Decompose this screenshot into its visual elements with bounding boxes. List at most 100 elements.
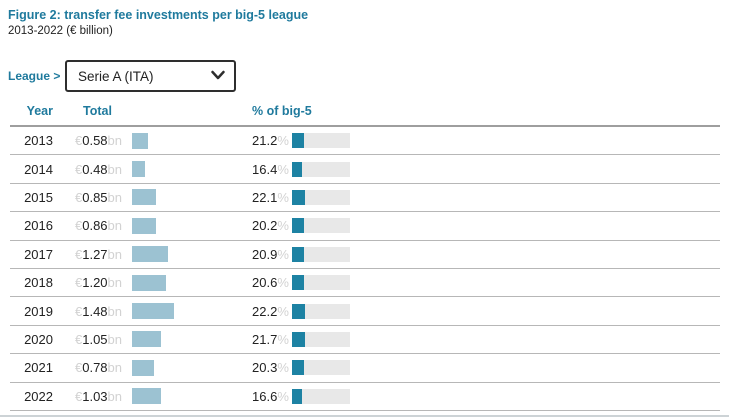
pct-value-cell: 22.2% — [252, 303, 289, 319]
total-value-number: 0.48 — [82, 161, 108, 177]
column-header-pct-of-big5: % of big-5 — [252, 104, 312, 118]
total-value-cell: €0.86bn — [75, 218, 122, 234]
total-value-number: 0.78 — [82, 360, 108, 376]
league-label: League > — [8, 69, 61, 83]
pct-bar-fill — [292, 189, 305, 205]
total-bar — [131, 274, 166, 291]
pct-value-cell: 20.3% — [252, 360, 289, 375]
table-row: 2015 €0.85bn 22.1% — [10, 184, 720, 213]
total-bar-cell — [131, 274, 253, 291]
total-value-cell: €0.78bn — [75, 360, 122, 376]
currency-symbol: € — [75, 218, 83, 234]
pct-value-cell: 16.6% — [252, 389, 289, 404]
total-bar — [131, 303, 174, 320]
total-value-number: 0.85 — [82, 189, 108, 205]
pct-bar-track — [292, 388, 350, 404]
total-value-cell: €1.27bn — [75, 246, 122, 262]
page-divider — [0, 414, 729, 417]
total-value-cell: €1.03bn — [75, 388, 122, 404]
data-table: Year Total % of big-5 2013 €0.58bn 21.2%… — [10, 97, 720, 411]
league-select[interactable]: Serie A (ITA) — [65, 60, 236, 92]
pct-bar-track — [292, 133, 350, 149]
pct-value-number: 20.2 — [252, 218, 278, 234]
table-row: 2020 €1.05bn 21.7% — [10, 326, 720, 355]
column-header-total: Total — [83, 104, 112, 118]
total-bar — [131, 161, 146, 178]
total-value-number: 1.48 — [82, 303, 108, 319]
pct-value-cell: 22.1% — [252, 189, 289, 205]
currency-symbol: € — [75, 360, 83, 376]
unit-suffix: bn — [107, 133, 123, 149]
pct-bar-fill — [292, 161, 302, 177]
currency-symbol: € — [75, 246, 83, 262]
pct-value-cell: 20.2% — [252, 218, 289, 234]
pct-bar-fill — [292, 133, 305, 149]
pct-suffix: % — [277, 246, 289, 262]
pct-bar-fill — [292, 275, 304, 291]
total-bar — [131, 217, 156, 234]
total-value-cell: €0.48bn — [75, 161, 122, 177]
total-value-cell: €0.85bn — [75, 189, 122, 205]
pct-value-number: 22.1 — [252, 189, 278, 205]
column-header-year: Year — [26, 104, 53, 118]
total-bar — [131, 132, 148, 149]
total-value-number: 0.58 — [82, 133, 108, 149]
pct-suffix: % — [277, 218, 289, 234]
year-cell: 2021 — [24, 360, 53, 376]
total-value-number: 1.27 — [82, 246, 108, 262]
pct-suffix: % — [277, 275, 289, 291]
pct-bar-fill — [292, 303, 305, 319]
total-bar-cell — [131, 246, 253, 263]
unit-suffix: bn — [107, 303, 123, 319]
pct-bar-track — [292, 218, 350, 234]
total-bar-cell — [131, 331, 253, 348]
pct-suffix: % — [277, 331, 289, 347]
pct-value-cell: 16.4% — [252, 161, 289, 177]
table-row: 2022 €1.03bn 16.6% — [10, 383, 720, 411]
total-bar-cell — [131, 132, 253, 149]
total-bar-cell — [131, 161, 253, 178]
total-bar-cell — [131, 388, 253, 405]
pct-bar-track — [292, 246, 350, 262]
figure-subtitle: 2013-2022 (€ billion) — [8, 25, 113, 37]
year-cell: 2015 — [24, 189, 53, 205]
pct-value-number: 21.7 — [252, 331, 278, 347]
pct-bar-track — [292, 161, 350, 177]
pct-bar-track — [292, 303, 350, 319]
year-cell: 2013 — [24, 133, 53, 149]
currency-symbol: € — [75, 388, 83, 404]
pct-bar-track — [292, 331, 350, 347]
pct-suffix: % — [277, 303, 289, 319]
year-cell: 2017 — [24, 246, 53, 262]
currency-symbol: € — [75, 275, 83, 291]
pct-bar-track — [292, 189, 350, 205]
table-row: 2013 €0.58bn 21.2% — [10, 127, 720, 156]
unit-suffix: bn — [107, 189, 123, 205]
table-row: 2017 €1.27bn 20.9% — [10, 241, 720, 269]
table-row: 2018 €1.20bn 20.6% — [10, 269, 720, 298]
pct-suffix: % — [277, 161, 289, 177]
unit-suffix: bn — [107, 218, 123, 234]
pct-value-number: 20.9 — [252, 246, 278, 262]
unit-suffix: bn — [107, 275, 123, 291]
year-cell: 2020 — [24, 331, 53, 347]
pct-bar-fill — [292, 388, 302, 404]
total-bar — [131, 359, 154, 376]
pct-value-cell: 21.7% — [252, 331, 289, 347]
year-cell: 2016 — [24, 218, 53, 234]
league-select-wrap: Serie A (ITA) — [65, 60, 236, 92]
total-value-number: 1.20 — [82, 275, 108, 291]
total-bar-cell — [131, 359, 253, 376]
pct-value-number: 16.4 — [252, 161, 278, 177]
total-bar-cell — [131, 217, 253, 234]
pct-value-number: 22.2 — [252, 303, 278, 319]
total-value-cell: €1.48bn — [75, 303, 122, 319]
year-cell: 2022 — [24, 388, 53, 404]
unit-suffix: bn — [107, 161, 123, 177]
unit-suffix: bn — [107, 246, 123, 262]
total-bar — [131, 388, 161, 405]
pct-value-cell: 21.2% — [252, 133, 289, 148]
year-cell: 2019 — [24, 303, 53, 319]
table-row: 2016 €0.86bn 20.2% — [10, 212, 720, 241]
unit-suffix: bn — [107, 388, 123, 404]
